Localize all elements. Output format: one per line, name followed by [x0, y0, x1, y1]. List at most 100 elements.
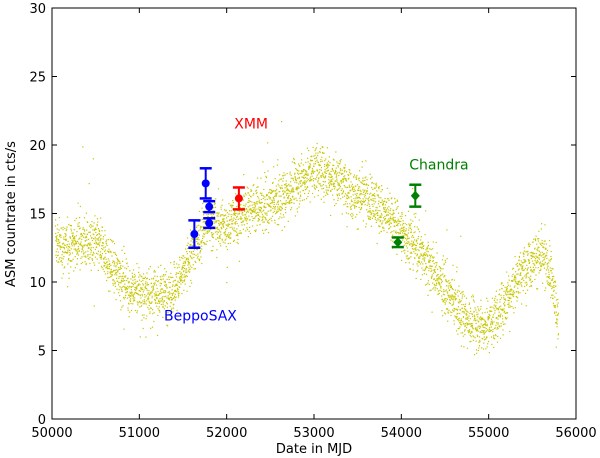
- asm-data-point: [386, 214, 388, 216]
- asm-data-point: [182, 280, 184, 282]
- asm-data-point: [97, 221, 99, 223]
- asm-data-point: [113, 280, 115, 282]
- asm-data-point: [274, 207, 276, 209]
- asm-data-point: [260, 198, 262, 201]
- asm-data-point: [200, 241, 202, 243]
- asm-data-point: [108, 268, 110, 270]
- asm-data-point: [355, 198, 357, 200]
- asm-data-point: [438, 276, 440, 278]
- asm-data-point: [315, 178, 317, 180]
- asm-data-point: [345, 178, 347, 180]
- asm-data-point: [361, 203, 363, 205]
- asm-data-point: [297, 186, 299, 188]
- asm-data-point: [337, 182, 339, 184]
- asm-data-point: [285, 183, 287, 185]
- asm-data-point: [289, 199, 292, 201]
- asm-data-point: [551, 286, 553, 288]
- asm-data-point: [506, 290, 508, 292]
- asm-data-point: [532, 256, 534, 258]
- asm-data-point: [203, 233, 205, 235]
- asm-data-point: [407, 258, 409, 260]
- asm-data-point: [174, 289, 176, 292]
- asm-data-point: [192, 237, 194, 239]
- asm-data-point: [405, 228, 407, 230]
- asm-data-point: [382, 201, 384, 203]
- asm-data-point: [262, 229, 264, 231]
- asm-data-point: [398, 222, 400, 225]
- asm-data-point: [324, 172, 326, 174]
- asm-data-point: [353, 186, 355, 188]
- asm-data-point: [362, 201, 364, 203]
- asm-data-point: [525, 251, 527, 253]
- asm-data-point: [102, 236, 104, 238]
- asm-data-point: [522, 267, 524, 269]
- asm-data-point: [145, 295, 147, 297]
- asm-data-point: [308, 150, 310, 152]
- asm-data-point: [428, 260, 430, 263]
- asm-data-point: [166, 302, 168, 304]
- asm-data-point: [76, 249, 78, 251]
- asm-data-point: [262, 218, 264, 220]
- asm-data-point: [404, 249, 406, 251]
- asm-data-point: [497, 322, 499, 324]
- asm-data-point: [249, 212, 252, 214]
- asm-data-point: [236, 228, 238, 230]
- asm-data-point: [123, 296, 125, 299]
- asm-data-point: [516, 283, 518, 285]
- asm-data-point: [184, 267, 186, 269]
- asm-data-point: [336, 175, 338, 177]
- asm-data-point: [309, 201, 311, 203]
- asm-data-point: [306, 174, 308, 176]
- asm-data-point: [97, 228, 100, 230]
- asm-data-point: [461, 295, 464, 297]
- asm-data-point: [371, 210, 374, 212]
- asm-data-point: [190, 279, 192, 282]
- asm-data-point: [502, 318, 504, 320]
- asm-data-point: [58, 258, 60, 260]
- asm-data-point: [249, 208, 251, 210]
- asm-data-point: [372, 205, 374, 207]
- asm-data-point: [108, 251, 110, 253]
- asm-data-point: [86, 239, 88, 241]
- asm-data-point: [422, 255, 424, 257]
- asm-data-point: [101, 267, 103, 269]
- asm-data-point: [365, 197, 367, 199]
- asm-data-point: [546, 262, 549, 264]
- asm-data-point: [160, 288, 162, 290]
- asm-data-point: [255, 189, 258, 191]
- asm-data-point: [418, 257, 420, 259]
- asm-data-point: [225, 214, 227, 216]
- asm-data-point: [442, 255, 444, 257]
- asm-data-point: [297, 177, 299, 179]
- asm-data-point: [489, 310, 491, 312]
- asm-data-point: [475, 320, 477, 322]
- asm-data-point: [278, 207, 280, 209]
- asm-data-point: [354, 190, 356, 192]
- asm-data-point: [174, 285, 176, 287]
- asm-data-point: [554, 312, 556, 314]
- asm-data-point: [268, 222, 270, 224]
- asm-data-point: [245, 194, 247, 196]
- asm-data-point: [230, 214, 232, 216]
- asm-data-point: [329, 162, 331, 164]
- asm-data-point: [539, 254, 541, 256]
- asm-data-point: [349, 206, 352, 208]
- asm-data-point: [281, 184, 283, 187]
- asm-data-point: [507, 282, 509, 284]
- asm-data-point: [432, 261, 434, 263]
- asm-data-point: [462, 332, 464, 334]
- asm-data-point: [519, 264, 521, 266]
- asm-data-point: [227, 234, 229, 236]
- asm-data-point: [80, 235, 82, 237]
- asm-data-point: [186, 244, 188, 246]
- asm-data-point: [326, 167, 328, 170]
- asm-data-point: [240, 218, 243, 220]
- asm-data-point: [396, 223, 399, 225]
- asm-data-point: [113, 265, 115, 267]
- asm-data-point: [214, 227, 216, 229]
- asm-data-point: [533, 253, 536, 255]
- asm-data-point: [338, 182, 340, 184]
- asm-data-point: [57, 245, 59, 247]
- asm-data-point: [232, 202, 234, 204]
- asm-data-point: [555, 311, 557, 313]
